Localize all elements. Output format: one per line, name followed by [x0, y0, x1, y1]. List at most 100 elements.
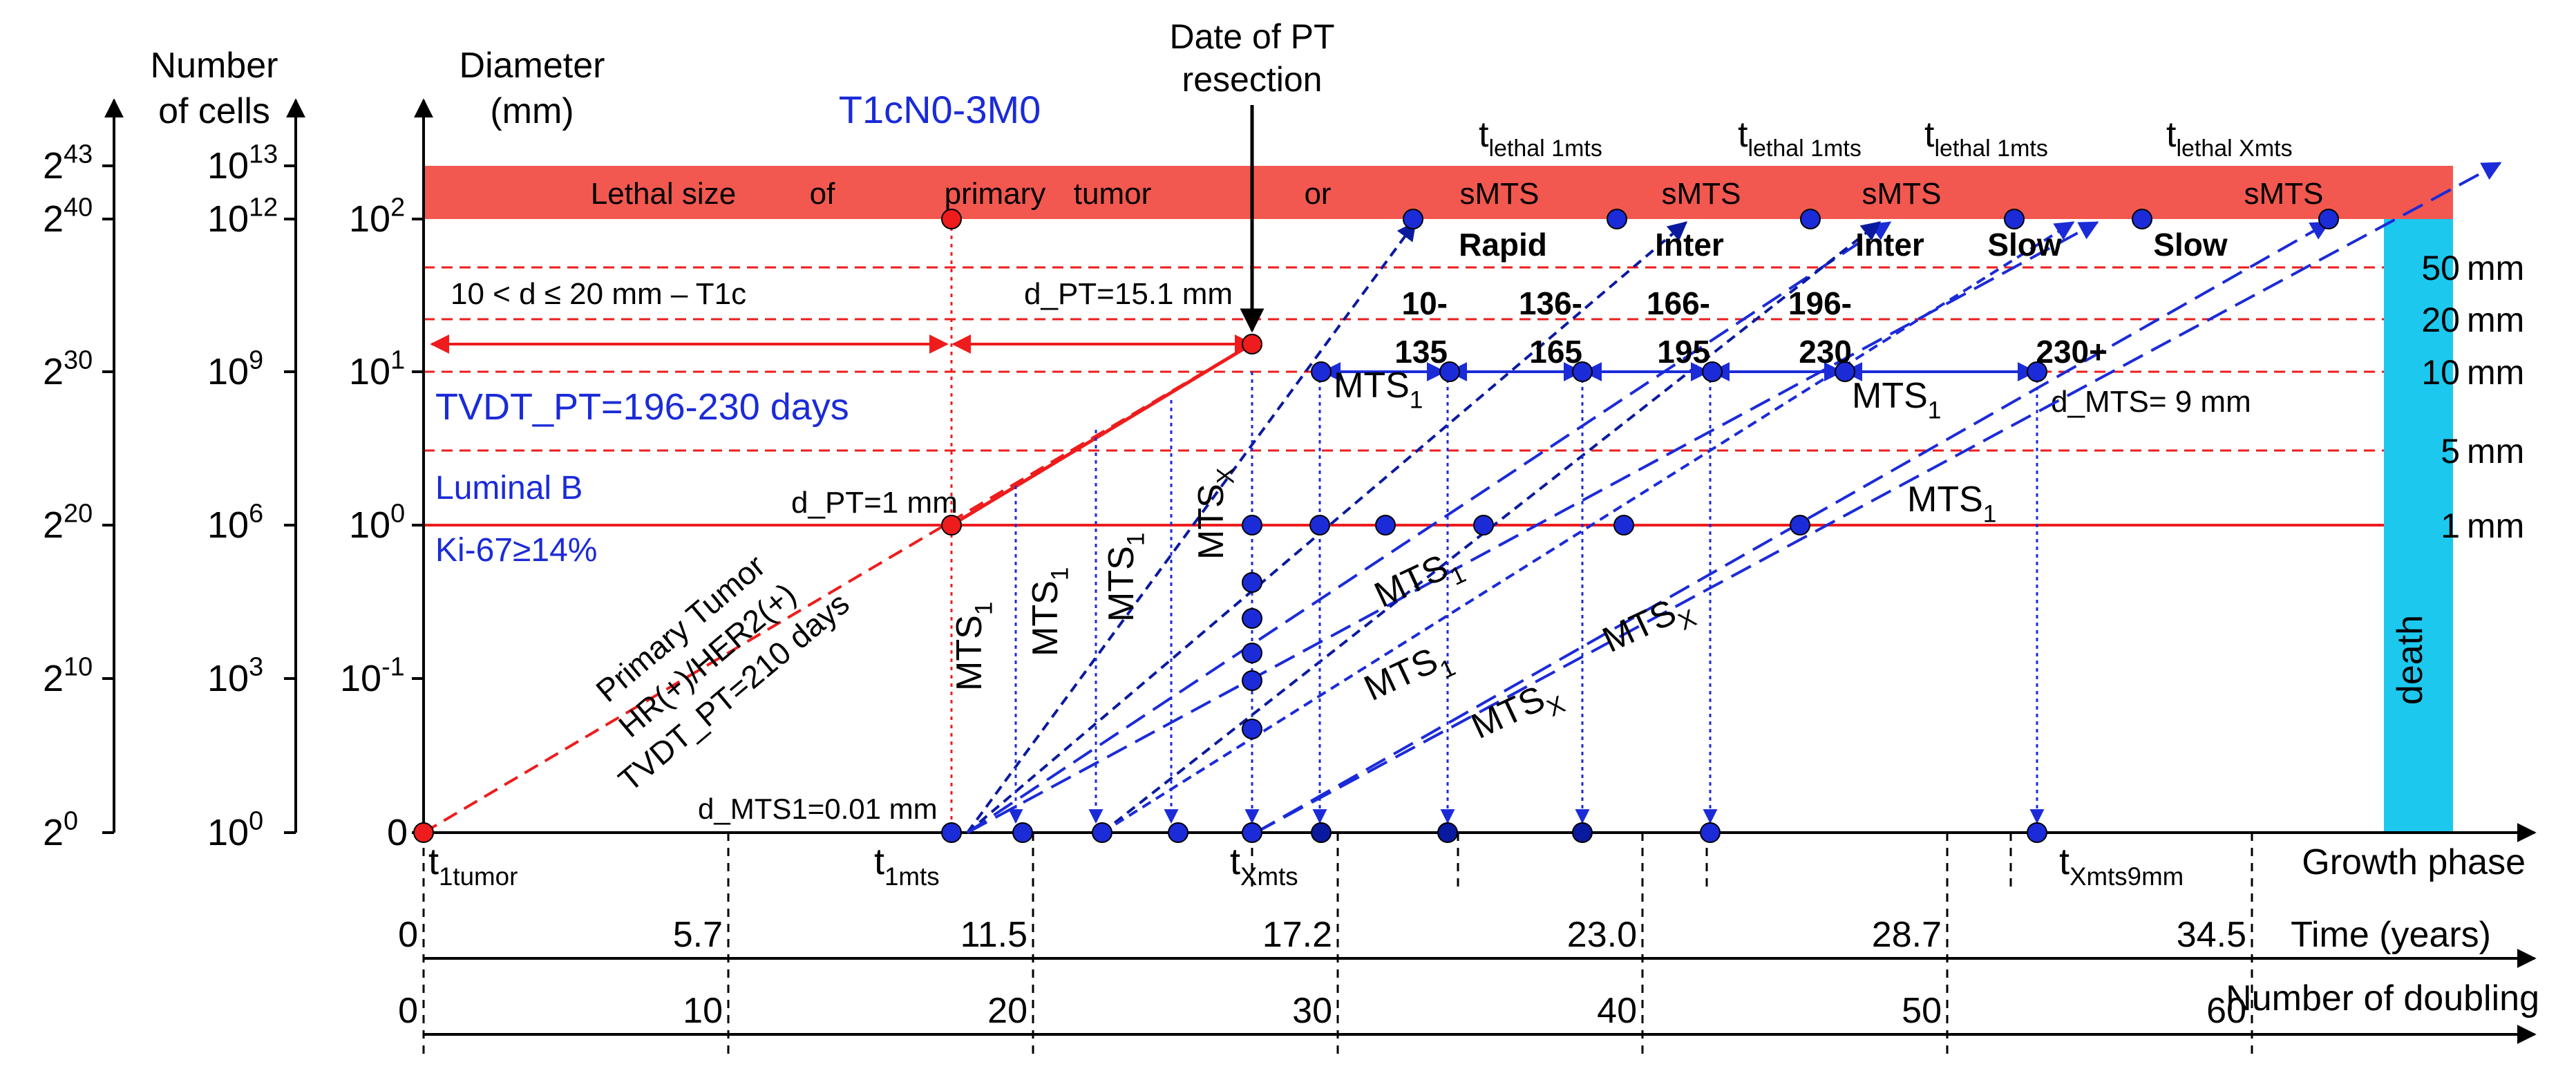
mts-track-point [1473, 515, 1494, 536]
mts-origin-point [1311, 822, 1332, 843]
ki67-label: Ki-67≥14% [435, 532, 597, 569]
right-mm-value: 1 [2441, 506, 2460, 545]
mts-curve-label: MTS1 [1025, 567, 1074, 656]
death-label: death [2390, 615, 2430, 705]
mts-series-line [966, 221, 1688, 834]
tvdt-speed-label: Slow [2153, 227, 2228, 263]
diameter-tick-label: 101 [349, 345, 405, 392]
cells-pow2-tick-label: 210 [43, 652, 93, 699]
time-tick-label: 17.2 [1262, 915, 1332, 955]
d-1mm-label: d_PT=1 mm [791, 486, 958, 520]
tvdt-label: TVDT_PT=196-230 days [435, 386, 849, 428]
mts-10mm-point [2027, 361, 2047, 382]
mts-track-point [1242, 515, 1262, 536]
primary-lethal-point [941, 209, 962, 229]
lethal-band-word: sMTS [1460, 177, 1540, 211]
mts-lethal-point [1403, 209, 1423, 229]
tvdt-speed-label: Slow [1987, 227, 2062, 263]
lethal-time-label: tlethal 1mts [1479, 115, 1602, 162]
mts-curve-label: MTS1 [1907, 480, 1996, 528]
mts-track-point [1375, 515, 1396, 536]
time-axis-label: Time (years) [2291, 915, 2491, 955]
mts-10mm-point [1835, 361, 1855, 382]
growth-phase-tick-label: tXmts [1230, 841, 1298, 891]
t1c-range-label: 10 < d ≤ 20 mm – T1c [451, 277, 746, 311]
resection-label-2: resection [1182, 60, 1323, 99]
mts-origin-point [1242, 822, 1262, 843]
lethal-time-labels: tlethal 1mts tlethal 1mts tlethal 1mts tlet… [1479, 115, 2293, 162]
time-tick-label: 28.7 [1872, 915, 1942, 955]
mts-origin-point [1168, 822, 1188, 843]
subtype-label: Luminal B [435, 470, 583, 506]
tvdt-speed-label: Inter [1855, 227, 1924, 263]
primary-resection-point [1242, 334, 1262, 354]
lethal-band-word: primary [945, 177, 1046, 211]
lethal-band-word: of [810, 177, 835, 211]
diameter-axis-label-1: Diameter [460, 46, 605, 86]
doubling-tick-label: 20 [987, 991, 1027, 1031]
mts-origin-point [1012, 822, 1033, 843]
growth-phase-tick-label: t1tumor [428, 841, 518, 891]
lethal-band-text: Lethal size of primary tumor or sMTS sMTS sMTS s… [591, 177, 2324, 211]
growth-phase-tick-label: t1mts [874, 841, 940, 891]
mts-curve-label: MTS1 [949, 602, 998, 691]
data-points [413, 209, 2339, 843]
tvdt-range-start: 136- [1519, 285, 1582, 321]
mts-series-line [966, 221, 1892, 834]
right-mm-unit: mm [2467, 506, 2524, 545]
tvdt-range-end: 165 [1529, 334, 1582, 370]
right-mm-unit: mm [2467, 432, 2524, 471]
right-mm-unit: mm [2467, 249, 2524, 287]
cells-axis-label-2: of cells [158, 91, 270, 131]
mts-track-point [1242, 643, 1262, 663]
mts-track-point [1309, 515, 1330, 536]
mts-lethal-point [1607, 209, 1627, 229]
mts-10mm-point [1311, 361, 1332, 382]
tvdt-groups: Rapid 10- 135 Inter 136- 165 Inter 166- 195 Slow 1… [1394, 227, 2228, 370]
mts-10mm-point [1572, 361, 1593, 382]
diameter-tick-label: 102 [349, 193, 405, 240]
doubling-tick-label: 10 [683, 991, 723, 1031]
death-bar [2384, 219, 2453, 833]
cells-pow10-tick-label: 1013 [207, 140, 278, 187]
mts-origin-point [1092, 822, 1112, 843]
mts-curve-label: MTS1 [1358, 635, 1460, 717]
doubling-tick-label: 40 [1597, 991, 1637, 1031]
doubling-tick-label: 30 [1292, 991, 1332, 1031]
lethal-band-word: Lethal size [591, 177, 736, 211]
resection-label-1: Date of PT [1170, 17, 1335, 56]
diameter-tick-label: 0 [387, 812, 408, 853]
mts-series-line [1255, 162, 2502, 834]
d-resection-label: d_PT=15.1 mm [1024, 277, 1233, 311]
mts-origin-point [2027, 822, 2047, 843]
cells-pow10-tick-label: 109 [207, 345, 263, 392]
mts-curve-label: MTS1 [1101, 533, 1150, 622]
primary-1mm-point [941, 515, 962, 536]
lethal-band-word: sMTS [2244, 177, 2324, 211]
right-mm-value: 10 [2421, 353, 2460, 392]
d-mts-9mm-label: d_MTS= 9 mm [2051, 385, 2251, 419]
cells-pow2-tick-label: 243 [43, 140, 93, 187]
mts-lethal-point [1800, 209, 1821, 229]
doubling-tick-label: 60 [2206, 991, 2246, 1031]
cells-pow10-tick-label: 106 [207, 499, 263, 546]
lethal-band-word: sMTS [1862, 177, 1942, 211]
primary-start-point [413, 822, 434, 843]
tvdt-range-end: 195 [1657, 334, 1710, 370]
mts-track-point [1242, 608, 1262, 629]
lethal-band-word: tumor [1074, 177, 1151, 211]
chart-title: T1cN0-3M0 [839, 88, 1041, 131]
tvdt-range-start: 166- [1647, 285, 1710, 321]
diameter-tick-label: 100 [349, 499, 405, 546]
cells-pow2-tick-label: 230 [43, 345, 93, 392]
mts-origin-point [1572, 822, 1593, 843]
diameter-axis-label-2: (mm) [490, 91, 574, 131]
d-mts1-label: d_MTS1=0.01 mm [698, 793, 938, 825]
tvdt-range-start: 10- [1402, 285, 1448, 321]
mts-track-point [1242, 719, 1262, 739]
time-tick-label: 11.5 [960, 915, 1027, 955]
mts-10mm-point [1702, 361, 1723, 382]
cells-pow2-tick-label: 240 [43, 193, 93, 240]
tvdt-speed-label: Inter [1655, 227, 1724, 263]
